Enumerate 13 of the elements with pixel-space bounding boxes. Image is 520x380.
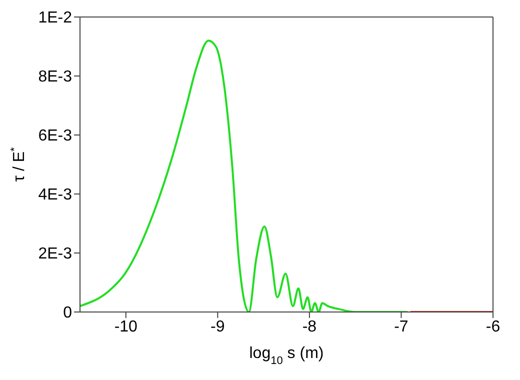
x-tick-label: -8 — [302, 318, 317, 336]
y-tick-label: 2E-3 — [38, 246, 72, 263]
y-tick-label: 1E-2 — [38, 10, 72, 27]
line-series — [80, 40, 409, 312]
y-tick-label: 0 — [63, 304, 72, 322]
x-tick-label: -7 — [394, 318, 408, 336]
x-tick-label: -9 — [210, 318, 225, 336]
x-tick-label: -10 — [114, 318, 138, 336]
y-tick-label: 6E-3 — [38, 128, 72, 145]
y-tick-label: 4E-3 — [38, 186, 72, 204]
x-axis-title: log$_{10}$ s (m) — [249, 345, 324, 367]
x-tick-label: -6 — [486, 318, 500, 336]
y-tick-label: 8E-3 — [38, 68, 72, 86]
